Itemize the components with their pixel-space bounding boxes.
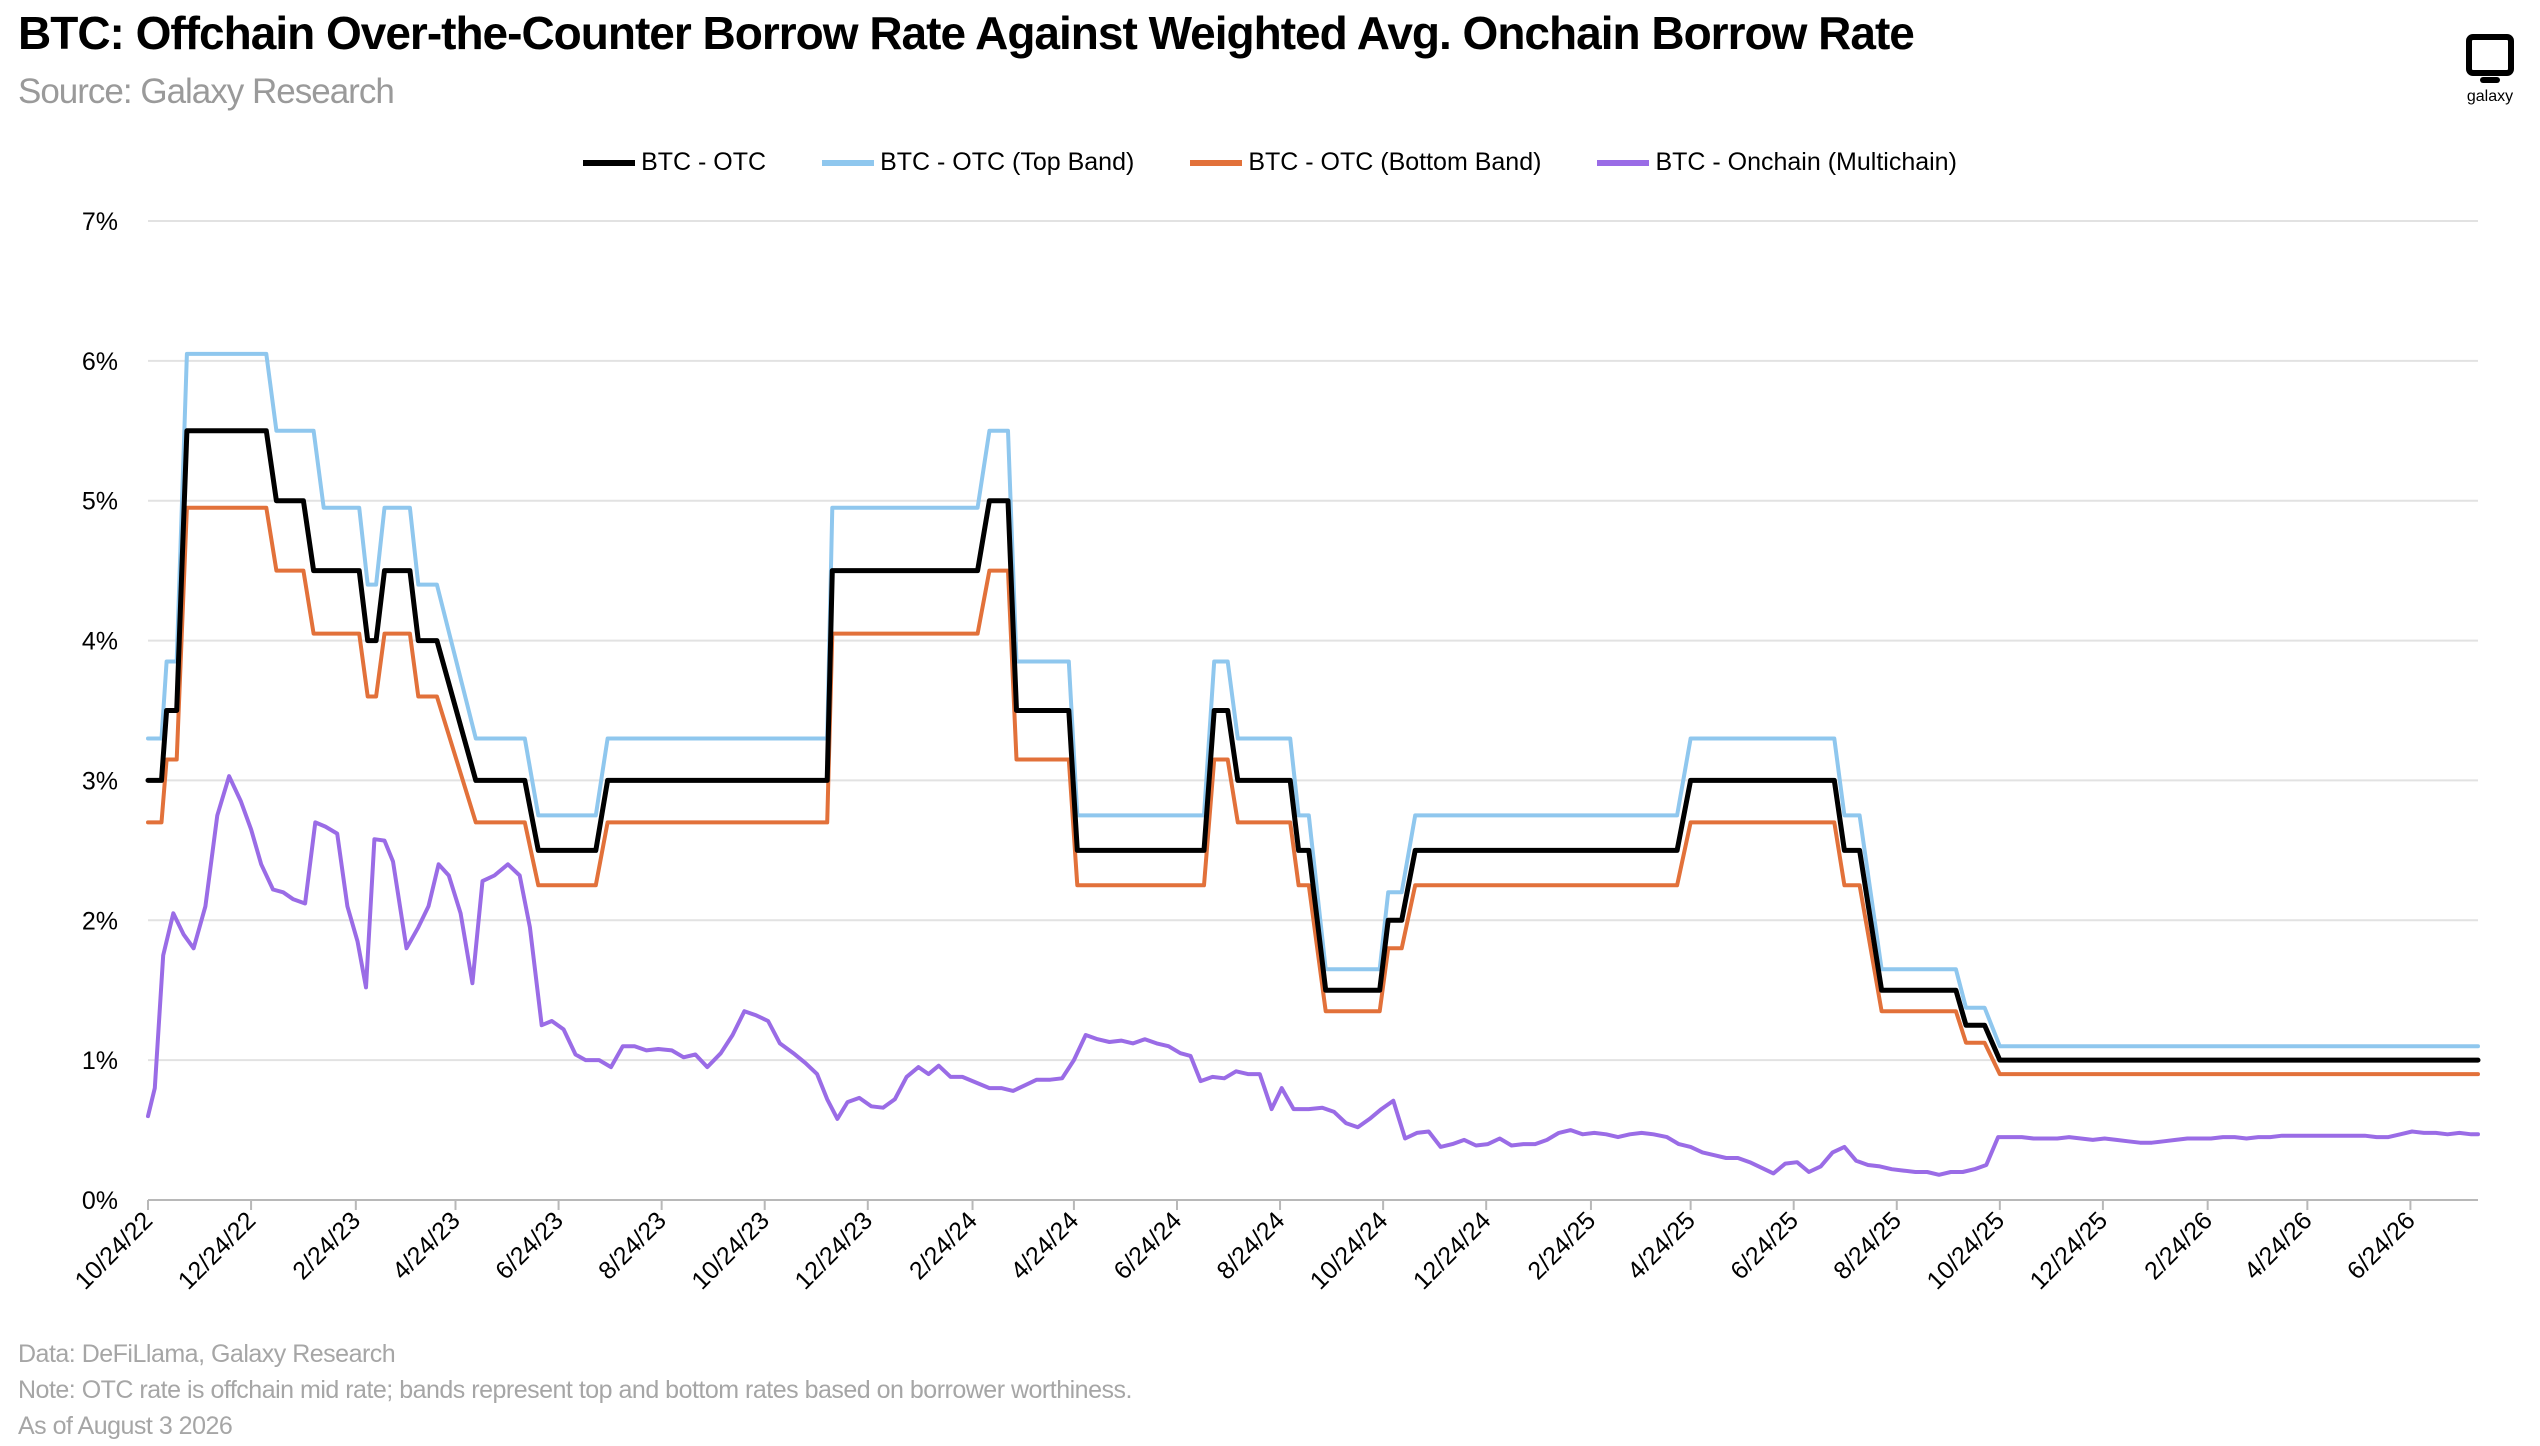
legend-swatch [583,159,636,166]
chart-area: 0% 1% 2% 3% 4% 5% 6% 7% 10/24/22 12/24/22 2/24/23 4… [70,208,2481,1295]
x-tick-label: 12/24/24 [1408,1206,1497,1295]
footer-note: Note: OTC rate is offchain mid rate; ban… [18,1376,1132,1404]
legend-item: BTC - Onchain (Multichain) [1597,148,1957,177]
x-tick-label: 2/24/26 [2139,1206,2218,1285]
x-tick-label: 8/24/25 [1828,1206,1907,1285]
x-tick-label: 10/24/22 [70,1206,159,1295]
x-tick-label: 4/24/24 [1005,1206,1084,1285]
legend-item: BTC - OTC (Bottom Band) [1190,148,1541,177]
x-tick-label: 4/24/26 [2239,1206,2318,1285]
series-line-btc-otc [145,428,2481,1063]
x-tick-label: 6/24/25 [1725,1206,1804,1285]
x-tick-label: 2/24/23 [287,1206,366,1285]
x-tick-label: 6/24/24 [1108,1206,1187,1285]
x-tick-label: 12/24/23 [789,1206,878,1295]
x-tick-label: 8/24/23 [593,1206,672,1285]
footer-as-of: As of August 3 2026 [18,1412,233,1440]
y-tick-label: 0% [82,1187,118,1215]
legend-item: BTC - OTC (Top Band) [822,148,1134,177]
x-tick-label: 12/24/22 [173,1206,262,1295]
series-line-btc-otc-top-band [146,351,2480,1049]
legend-item: BTC - OTC [583,148,766,177]
y-tick-label: 5% [82,488,118,516]
x-tick-label: 10/24/25 [1921,1206,2010,1295]
chart-legend: BTC - OTC BTC - OTC (Top Band) BTC - OTC (… [0,148,2540,177]
y-tick-label: 4% [82,628,118,656]
x-tick-label: 10/24/24 [1305,1206,1394,1295]
legend-swatch [1597,159,1650,166]
legend-swatch [822,159,875,166]
x-tick-label: 8/24/24 [1212,1206,1291,1285]
y-tick-label: 7% [82,208,118,236]
x-tick-label: 4/24/25 [1622,1206,1701,1285]
chart-subtitle: Source: Galaxy Research [18,72,395,111]
x-tick-label: 2/24/24 [904,1206,983,1285]
x-tick-label: 10/24/23 [686,1206,775,1295]
x-tick-label: 12/24/25 [2025,1206,2114,1295]
x-tick-label: 2/24/25 [1522,1206,1601,1285]
y-tick-label: 1% [82,1047,118,1075]
x-tick-label: 6/24/23 [490,1206,569,1285]
x-tick-label: 4/24/23 [387,1206,466,1285]
chart-title: BTC: Offchain Over-the-Counter Borrow Ra… [18,7,1915,59]
series-line-btc-onchain-multichain [146,774,2480,1177]
legend-label: BTC - OTC (Bottom Band) [1248,148,1542,176]
series-line-btc-otc-bottom-band [146,505,2480,1077]
legend-label: BTC - Onchain (Multichain) [1655,148,1957,176]
y-tick-label: 3% [82,767,118,795]
x-tick-label: 6/24/26 [2342,1206,2421,1285]
legend-label: BTC - OTC [641,148,767,176]
y-tick-label: 6% [82,348,118,376]
chart-footer: Data: DeFiLlama, Galaxy Research Note: O… [18,1336,1132,1444]
legend-swatch [1190,159,1243,166]
galaxy-logo-text: galaxy [2466,88,2514,105]
galaxy-logo: galaxy [2458,34,2522,106]
galaxy-logo-icon [2466,34,2514,83]
legend-label: BTC - OTC (Top Band) [880,148,1135,176]
footer-data-source: Data: DeFiLlama, Galaxy Research [18,1340,396,1368]
y-tick-label: 2% [82,907,118,935]
